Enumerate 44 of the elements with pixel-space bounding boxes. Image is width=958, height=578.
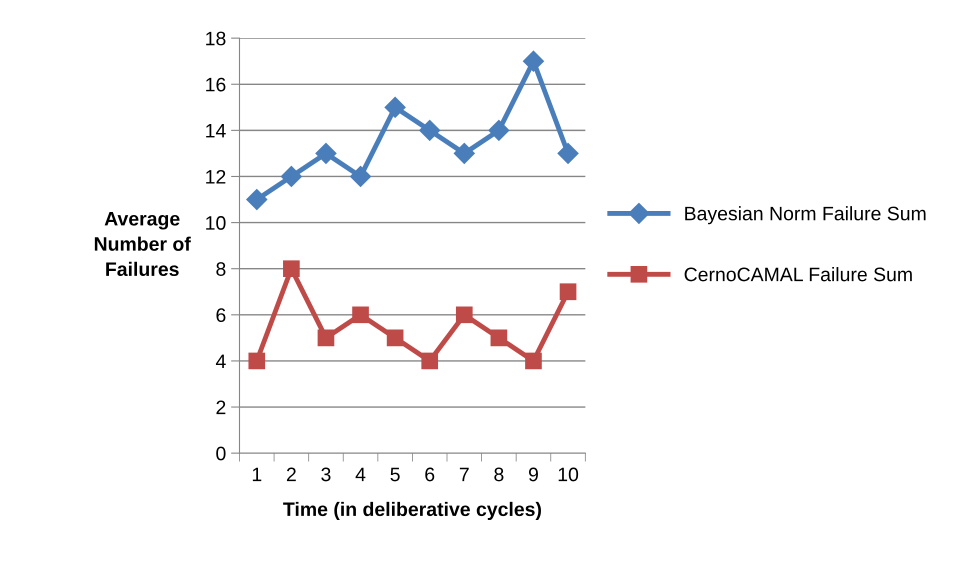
x-tick-label: 3 — [321, 468, 331, 482]
x-tick-label: 8 — [494, 468, 504, 482]
y-tick-label: 14 — [206, 124, 226, 138]
x-axis-title: Time (in deliberative cycles) — [283, 502, 541, 520]
y-axis-title: Average Number of Failures — [94, 212, 191, 276]
x-tick-label: 6 — [425, 468, 434, 482]
point — [350, 166, 372, 187]
y-tick-label: 10 — [206, 216, 226, 230]
point — [522, 50, 544, 72]
point — [352, 306, 369, 324]
point — [490, 330, 508, 346]
point — [283, 260, 300, 278]
point — [318, 330, 334, 346]
point — [246, 189, 268, 210]
y-tick-label: 18 — [206, 32, 226, 46]
y-tick-label: 8 — [216, 262, 226, 276]
x-tick-label: 1 — [252, 468, 262, 482]
point — [248, 352, 266, 370]
x-tick-label: 7 — [460, 468, 469, 482]
point — [454, 142, 475, 164]
point — [456, 306, 473, 324]
y-tick-label: 12 — [206, 170, 226, 184]
x-tick-label: 9 — [528, 468, 538, 482]
x-tick-label: 10 — [558, 468, 578, 482]
x-tick-label: 5 — [390, 468, 400, 482]
legend-label: Bayesian Norm Failure Sum — [685, 206, 926, 224]
x-tick-label: 4 — [356, 468, 366, 482]
legend-label: CernoCAMAL Failure Sum — [684, 267, 912, 282]
y-tick-label: 4 — [216, 354, 226, 368]
y-tick-label: 2 — [216, 400, 226, 414]
y-tick-label: 0 — [216, 446, 226, 460]
point — [315, 142, 336, 164]
point — [384, 96, 406, 118]
point — [386, 330, 404, 346]
point — [419, 120, 440, 141]
y-tick-label: 16 — [206, 78, 226, 92]
point — [488, 120, 510, 141]
y-tick-label: 6 — [216, 308, 226, 322]
point — [421, 352, 438, 370]
point — [560, 283, 576, 300]
x-tick-label: 2 — [286, 468, 296, 482]
point — [280, 166, 302, 187]
point — [525, 352, 542, 370]
point — [558, 142, 579, 164]
